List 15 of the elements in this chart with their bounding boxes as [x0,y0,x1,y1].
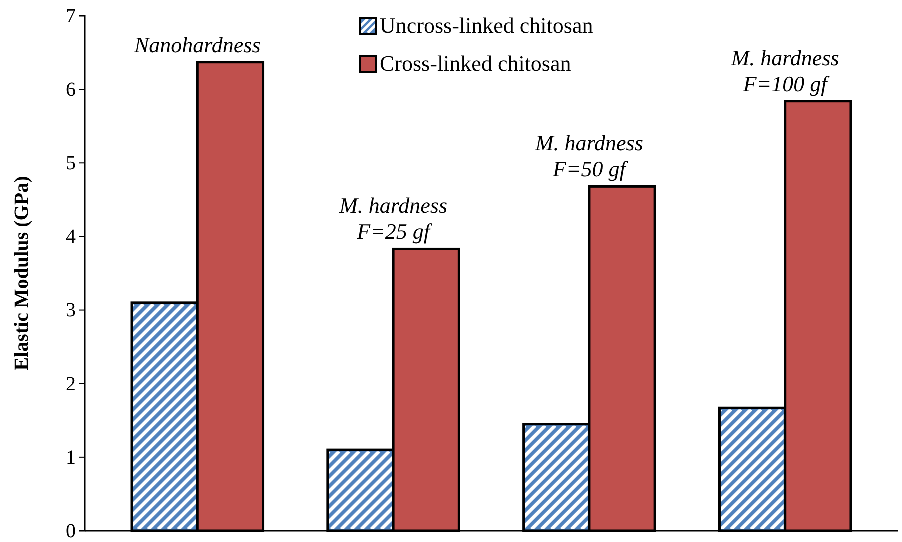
y-tick-label: 6 [66,78,76,101]
y-axis-title: Elastic Modulus (GPa) [11,176,33,371]
legend-label: Cross-linked chitosan [380,51,572,76]
y-tick-label: 2 [66,373,76,396]
y-tick-label: 3 [66,300,76,322]
y-tick-label: 4 [66,226,76,248]
x-tick-label: M. hardness F=25 gf [338,193,448,244]
legend-label: Uncross-linked chitosan [380,13,594,38]
x-tick-label: M. hardness F=100 gf [730,45,840,96]
y-tick-label: 1 [66,446,76,469]
y-tick-label: 7 [66,5,76,28]
x-tick-label: Nanohardness [133,32,261,58]
x-tick-label: M. hardness F=50 gf [534,130,644,182]
y-tick-label: 0 [66,520,76,542]
y-tick-label: 5 [66,152,76,175]
